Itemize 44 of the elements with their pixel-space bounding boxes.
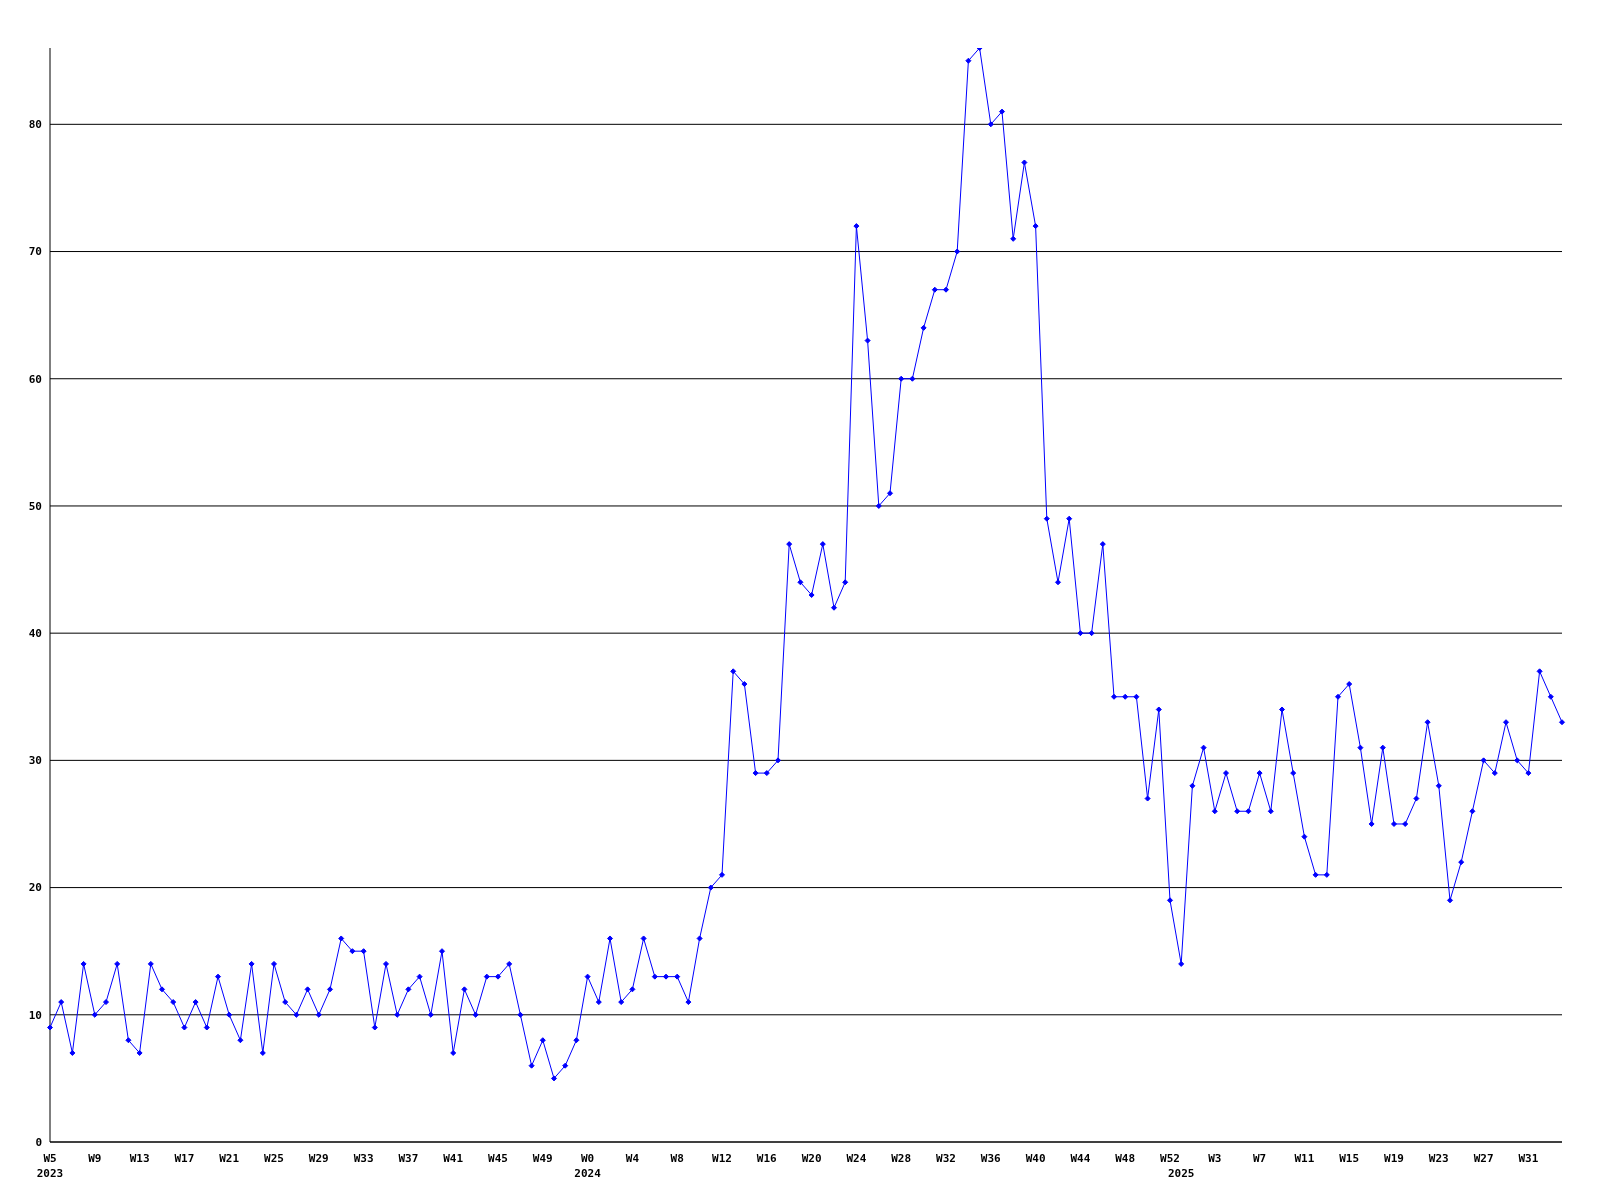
x-tick-label: W9 bbox=[88, 1152, 102, 1165]
x-tick-label: W8 bbox=[670, 1152, 684, 1165]
x-tick-label: W44 bbox=[1070, 1152, 1091, 1165]
x-tick-label: W27 bbox=[1473, 1152, 1494, 1165]
x-tick-label: W19 bbox=[1384, 1152, 1404, 1165]
x-tick-label: W37 bbox=[398, 1152, 419, 1165]
x-tick-label: W24 bbox=[846, 1152, 867, 1165]
x-tick-label: W4 bbox=[625, 1152, 640, 1165]
x-tick-label: W48 bbox=[1115, 1152, 1136, 1165]
x-tick-label: W33 bbox=[353, 1152, 374, 1165]
y-tick-label: 10 bbox=[28, 1008, 42, 1022]
x-tick-label: W16 bbox=[756, 1152, 778, 1165]
x-tick-label: W31 bbox=[1518, 1152, 1539, 1165]
x-tick-label: W7 bbox=[1252, 1152, 1267, 1165]
y-tick-label: 60 bbox=[28, 372, 42, 386]
x-tick-label: W21 bbox=[219, 1152, 240, 1165]
x-tick-label: 2025 bbox=[1167, 1167, 1195, 1180]
x-tick-label: W3 bbox=[1208, 1152, 1222, 1165]
x-tick-label: W23 bbox=[1428, 1152, 1449, 1165]
y-tick-label: 80 bbox=[28, 118, 42, 132]
x-tick-label: W49 bbox=[532, 1152, 553, 1165]
y-tick-label: 20 bbox=[28, 881, 42, 895]
x-tick-label: W5 2023 bbox=[36, 1152, 64, 1180]
x-tick-label: W15 bbox=[1339, 1152, 1360, 1165]
x-tick-label: W36 bbox=[980, 1152, 1002, 1165]
x-tick-label: W32 bbox=[936, 1152, 956, 1165]
y-tick-label: 30 bbox=[28, 754, 42, 768]
x-tick-label: W45 bbox=[488, 1152, 508, 1165]
y-tick-label: 40 bbox=[28, 627, 42, 641]
y-tick-label: 0 bbox=[35, 1135, 42, 1149]
x-tick-label: W20 bbox=[801, 1152, 822, 1165]
y-tick-label: 70 bbox=[28, 245, 42, 259]
x-tick-label: W29 bbox=[308, 1152, 329, 1165]
y-tick-label: 50 bbox=[28, 499, 42, 513]
x-tick-label: W12 bbox=[712, 1152, 732, 1165]
x-tick-label: W17 bbox=[174, 1152, 195, 1165]
x-tick-label: W13 bbox=[129, 1152, 150, 1165]
x-tick-label: W25 bbox=[264, 1152, 284, 1165]
x-tick-label: W11 bbox=[1294, 1152, 1315, 1165]
x-tick-label: W28 bbox=[891, 1152, 912, 1165]
x-tick-label: W0 2024 bbox=[574, 1152, 602, 1180]
x-tick-label: W40 bbox=[1025, 1152, 1046, 1165]
x-tick-label: W41 bbox=[443, 1152, 464, 1165]
x-tick-label: W52 bbox=[1160, 1152, 1180, 1165]
